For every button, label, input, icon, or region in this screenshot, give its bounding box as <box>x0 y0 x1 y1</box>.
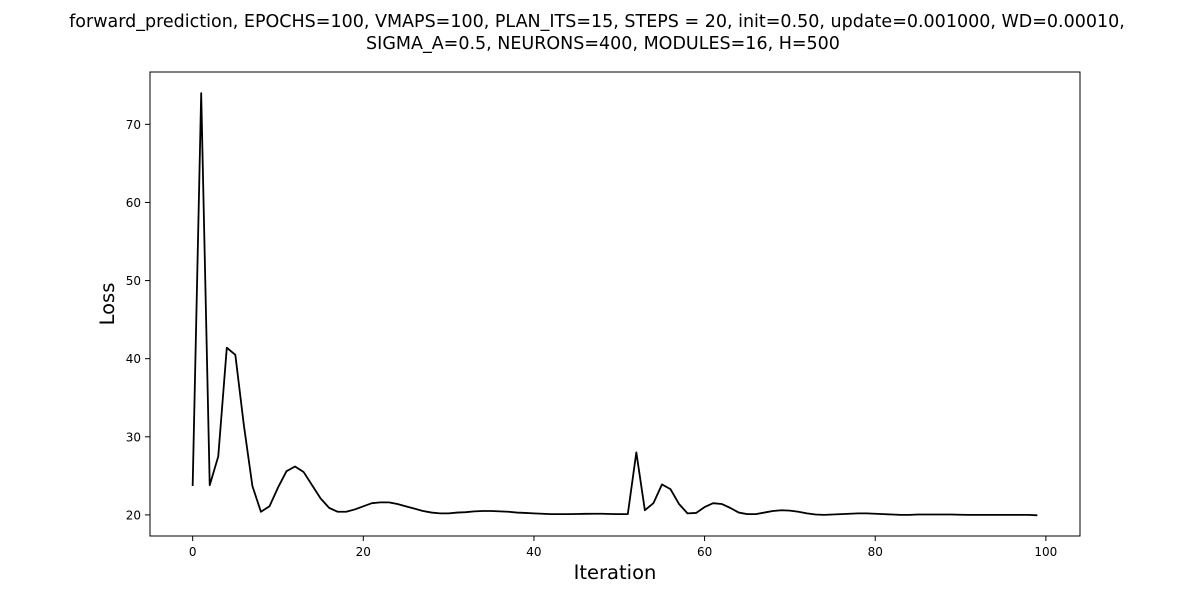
chart-title-line-2: SIGMA_A=0.5, NEURONS=400, MODULES=16, H=… <box>366 34 840 54</box>
x-tick-label: 0 <box>189 545 197 559</box>
y-tick-label: 40 <box>126 352 141 366</box>
x-tick-label: 40 <box>526 545 541 559</box>
loss-series-line <box>191 92 1038 517</box>
y-axis-ticks: 20 30 40 50 60 70 <box>126 118 150 522</box>
y-tick-label: 50 <box>126 274 141 288</box>
y-tick-label: 60 <box>126 196 141 210</box>
y-axis-label: Loss <box>96 283 119 326</box>
plot-area <box>149 71 1081 537</box>
x-tick-label: 80 <box>868 545 883 559</box>
x-axis-label: Iteration <box>574 561 657 584</box>
x-tick-label: 100 <box>1034 545 1057 559</box>
y-tick-label: 70 <box>126 118 141 132</box>
x-tick-label: 60 <box>697 545 712 559</box>
chart-title-line-1: forward_prediction, EPOCHS=100, VMAPS=10… <box>69 12 1125 32</box>
x-tick-label: 20 <box>356 545 371 559</box>
y-tick-label: 30 <box>126 430 141 444</box>
y-tick-label: 20 <box>126 508 141 522</box>
x-axis-ticks: 0 20 40 60 80 100 <box>189 536 1057 559</box>
